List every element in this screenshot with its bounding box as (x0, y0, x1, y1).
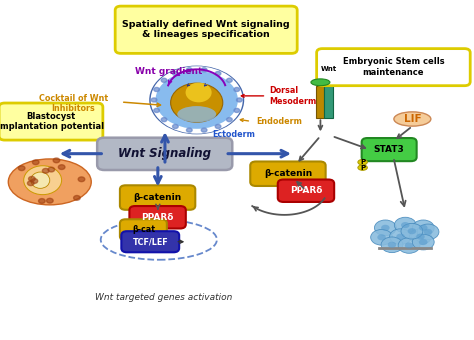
Ellipse shape (358, 159, 367, 165)
Circle shape (412, 220, 434, 236)
Ellipse shape (177, 106, 216, 122)
FancyBboxPatch shape (121, 231, 179, 252)
Circle shape (186, 128, 192, 132)
Circle shape (381, 237, 403, 253)
Circle shape (201, 68, 207, 72)
FancyBboxPatch shape (0, 103, 103, 140)
Circle shape (215, 124, 221, 129)
Text: β-cat: β-cat (132, 225, 155, 234)
FancyBboxPatch shape (362, 138, 417, 161)
Ellipse shape (311, 79, 330, 86)
Circle shape (419, 225, 428, 231)
Ellipse shape (31, 172, 50, 188)
Text: STAT3: STAT3 (374, 145, 404, 154)
Text: Spatially defined Wnt signaling
& lineages specification: Spatially defined Wnt signaling & lineag… (122, 20, 290, 39)
Ellipse shape (9, 159, 91, 205)
Circle shape (32, 160, 39, 165)
Circle shape (161, 78, 167, 82)
Text: P: P (360, 159, 365, 165)
Circle shape (227, 118, 232, 122)
Circle shape (410, 229, 431, 244)
Circle shape (227, 78, 232, 82)
Ellipse shape (24, 166, 62, 194)
Circle shape (161, 118, 167, 122)
Circle shape (396, 234, 405, 240)
Circle shape (401, 223, 423, 239)
Circle shape (31, 179, 38, 184)
Circle shape (27, 181, 34, 186)
Text: P: P (360, 165, 365, 171)
Circle shape (381, 225, 390, 231)
Text: PPARδ: PPARδ (290, 186, 322, 195)
Circle shape (73, 195, 80, 200)
Text: TCF/LEF: TCF/LEF (132, 237, 168, 246)
Circle shape (401, 222, 410, 228)
Circle shape (58, 165, 65, 169)
FancyBboxPatch shape (317, 49, 470, 86)
Circle shape (394, 217, 416, 233)
Circle shape (42, 168, 49, 173)
Circle shape (405, 242, 413, 249)
Text: Wnt targeted genes activation: Wnt targeted genes activation (95, 293, 232, 302)
Circle shape (201, 128, 207, 132)
Text: Wnt gradient: Wnt gradient (135, 67, 202, 76)
Circle shape (234, 108, 240, 113)
Circle shape (419, 239, 428, 245)
FancyBboxPatch shape (115, 6, 297, 53)
Text: PPARδ: PPARδ (141, 213, 174, 222)
Circle shape (390, 229, 411, 244)
Text: Ectoderm: Ectoderm (212, 130, 255, 139)
FancyBboxPatch shape (129, 206, 186, 228)
Circle shape (416, 234, 425, 240)
Circle shape (398, 238, 420, 253)
Circle shape (154, 108, 159, 113)
Text: LIF: LIF (403, 114, 421, 124)
Text: Embryonic Stem cells
maintenance: Embryonic Stem cells maintenance (343, 57, 444, 77)
Circle shape (38, 199, 45, 203)
Circle shape (215, 71, 221, 75)
Circle shape (48, 167, 55, 172)
Circle shape (173, 124, 178, 129)
FancyBboxPatch shape (324, 86, 333, 118)
Text: Wnt Signaling: Wnt Signaling (118, 147, 211, 160)
FancyBboxPatch shape (250, 162, 326, 186)
Text: β-catenin: β-catenin (264, 169, 312, 178)
Circle shape (408, 228, 416, 234)
Text: β-catenin: β-catenin (134, 193, 182, 202)
Circle shape (173, 71, 178, 75)
FancyBboxPatch shape (97, 138, 232, 170)
Ellipse shape (185, 83, 211, 102)
FancyBboxPatch shape (316, 86, 324, 118)
Circle shape (186, 68, 192, 72)
Text: Cocktail of Wnt
Inhibitors: Cocktail of Wnt Inhibitors (39, 94, 108, 114)
FancyBboxPatch shape (120, 185, 195, 210)
Ellipse shape (358, 165, 367, 170)
Ellipse shape (394, 112, 431, 126)
Circle shape (234, 87, 240, 91)
Text: Blastocyst
Implantation potential: Blastocyst Implantation potential (0, 112, 105, 131)
Circle shape (154, 87, 159, 91)
Circle shape (46, 198, 53, 203)
Circle shape (151, 98, 157, 102)
Circle shape (424, 229, 432, 235)
Ellipse shape (171, 83, 223, 122)
Circle shape (377, 234, 386, 240)
Circle shape (412, 234, 434, 250)
FancyBboxPatch shape (278, 180, 334, 202)
Text: Wnt: Wnt (320, 66, 337, 72)
Circle shape (150, 67, 243, 133)
Circle shape (374, 220, 396, 236)
Circle shape (237, 98, 242, 102)
Circle shape (53, 158, 60, 163)
Circle shape (417, 224, 439, 240)
Circle shape (18, 166, 25, 171)
Circle shape (388, 242, 396, 248)
Circle shape (78, 177, 85, 182)
FancyBboxPatch shape (120, 219, 167, 240)
Text: Dorsal
Mesoderm: Dorsal Mesoderm (269, 86, 317, 106)
Circle shape (28, 176, 35, 181)
Text: Endoderm: Endoderm (256, 117, 302, 126)
Circle shape (371, 230, 392, 245)
